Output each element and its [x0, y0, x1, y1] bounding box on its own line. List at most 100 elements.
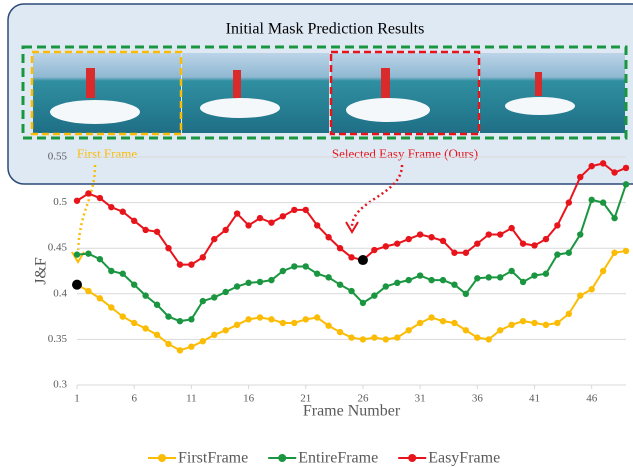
data-point	[279, 267, 287, 275]
data-point	[416, 272, 424, 279]
data-point	[291, 319, 298, 327]
data-point	[291, 206, 298, 214]
data-point	[496, 274, 504, 281]
data-point	[268, 316, 275, 323]
data-point	[85, 250, 92, 257]
y-tick-label: 0.4	[53, 287, 67, 299]
x-tick-label: 26	[357, 393, 369, 405]
data-point	[176, 261, 184, 268]
data-point	[348, 334, 355, 341]
legend-marker	[158, 454, 166, 462]
data-point	[394, 279, 401, 287]
first-frame-label: First Frame	[77, 146, 138, 161]
data-point	[416, 319, 424, 327]
data-point	[371, 246, 378, 254]
rider	[233, 70, 241, 98]
yellow-box	[30, 50, 183, 136]
data-point	[577, 292, 584, 299]
rider	[381, 68, 390, 98]
data-point	[622, 181, 630, 188]
data-point	[428, 276, 435, 284]
data-point	[130, 217, 138, 225]
x-tick-label: 16	[243, 393, 255, 405]
data-point	[519, 317, 527, 325]
data-point	[371, 334, 378, 341]
data-point	[222, 288, 229, 296]
data-point	[211, 235, 218, 243]
data-point	[153, 331, 161, 339]
data-point	[130, 319, 138, 327]
data-point	[622, 164, 630, 172]
data-point	[382, 336, 390, 343]
data-point	[130, 281, 138, 288]
data-point	[485, 336, 492, 343]
data-point	[382, 283, 390, 290]
easy-frame-label: Selected Easy Frame (Ours)	[332, 146, 478, 161]
frame-image	[480, 53, 625, 133]
data-point	[622, 247, 630, 255]
data-point	[108, 267, 115, 275]
legend-label: EntireFrame	[298, 450, 378, 467]
x-tick-label: 41	[529, 393, 540, 405]
data-point	[245, 279, 252, 287]
highlight-point	[357, 255, 368, 266]
data-point	[85, 287, 92, 295]
data-point	[233, 210, 241, 217]
data-point	[554, 222, 561, 229]
data-point	[462, 249, 470, 256]
image-panel: Initial Mask Prediction Results First Fr…	[7, 3, 633, 264]
data-point	[394, 334, 401, 341]
data-point	[588, 286, 595, 293]
data-point	[96, 255, 104, 263]
data-point	[599, 267, 607, 275]
data-point	[439, 276, 447, 284]
data-point	[348, 254, 355, 261]
data-point	[188, 316, 195, 323]
legend-marker	[278, 454, 287, 462]
data-point	[199, 338, 207, 345]
data-point	[519, 278, 527, 286]
data-point	[508, 321, 515, 329]
legend-label: FirstFrame	[178, 450, 248, 467]
data-point	[165, 313, 172, 320]
data-point	[519, 240, 527, 247]
frame-image	[331, 53, 479, 133]
frame-image	[182, 53, 329, 133]
data-point	[451, 249, 458, 256]
rider	[86, 68, 95, 98]
data-point	[405, 276, 412, 284]
data-point	[599, 199, 607, 206]
data-point	[108, 304, 115, 311]
data-point	[256, 278, 264, 286]
data-point	[451, 281, 458, 288]
spray	[346, 98, 430, 122]
data-point	[531, 272, 538, 279]
data-point	[565, 249, 573, 256]
data-point	[336, 281, 344, 288]
data-point	[371, 292, 378, 299]
rider	[535, 72, 542, 96]
spray	[505, 97, 575, 115]
data-point	[462, 327, 470, 334]
data-point	[302, 316, 309, 323]
data-point	[336, 328, 344, 336]
data-point	[405, 235, 412, 243]
data-point	[542, 270, 550, 277]
data-point	[359, 299, 367, 307]
red-arrow	[350, 164, 404, 228]
data-point	[142, 226, 149, 234]
data-point	[268, 276, 275, 284]
x-axis-title: Frame Number	[303, 403, 401, 420]
y-axis-title: J&F	[33, 257, 50, 285]
frames	[33, 53, 625, 133]
data-point	[313, 270, 321, 277]
y-tick-label: 0.3	[53, 379, 67, 391]
highlight-point	[72, 279, 82, 290]
data-point	[428, 314, 435, 321]
data-point	[474, 240, 481, 247]
data-point	[325, 274, 332, 281]
data-point	[485, 231, 492, 238]
data-point	[416, 231, 424, 238]
data-point	[291, 263, 298, 270]
data-point	[188, 343, 195, 350]
